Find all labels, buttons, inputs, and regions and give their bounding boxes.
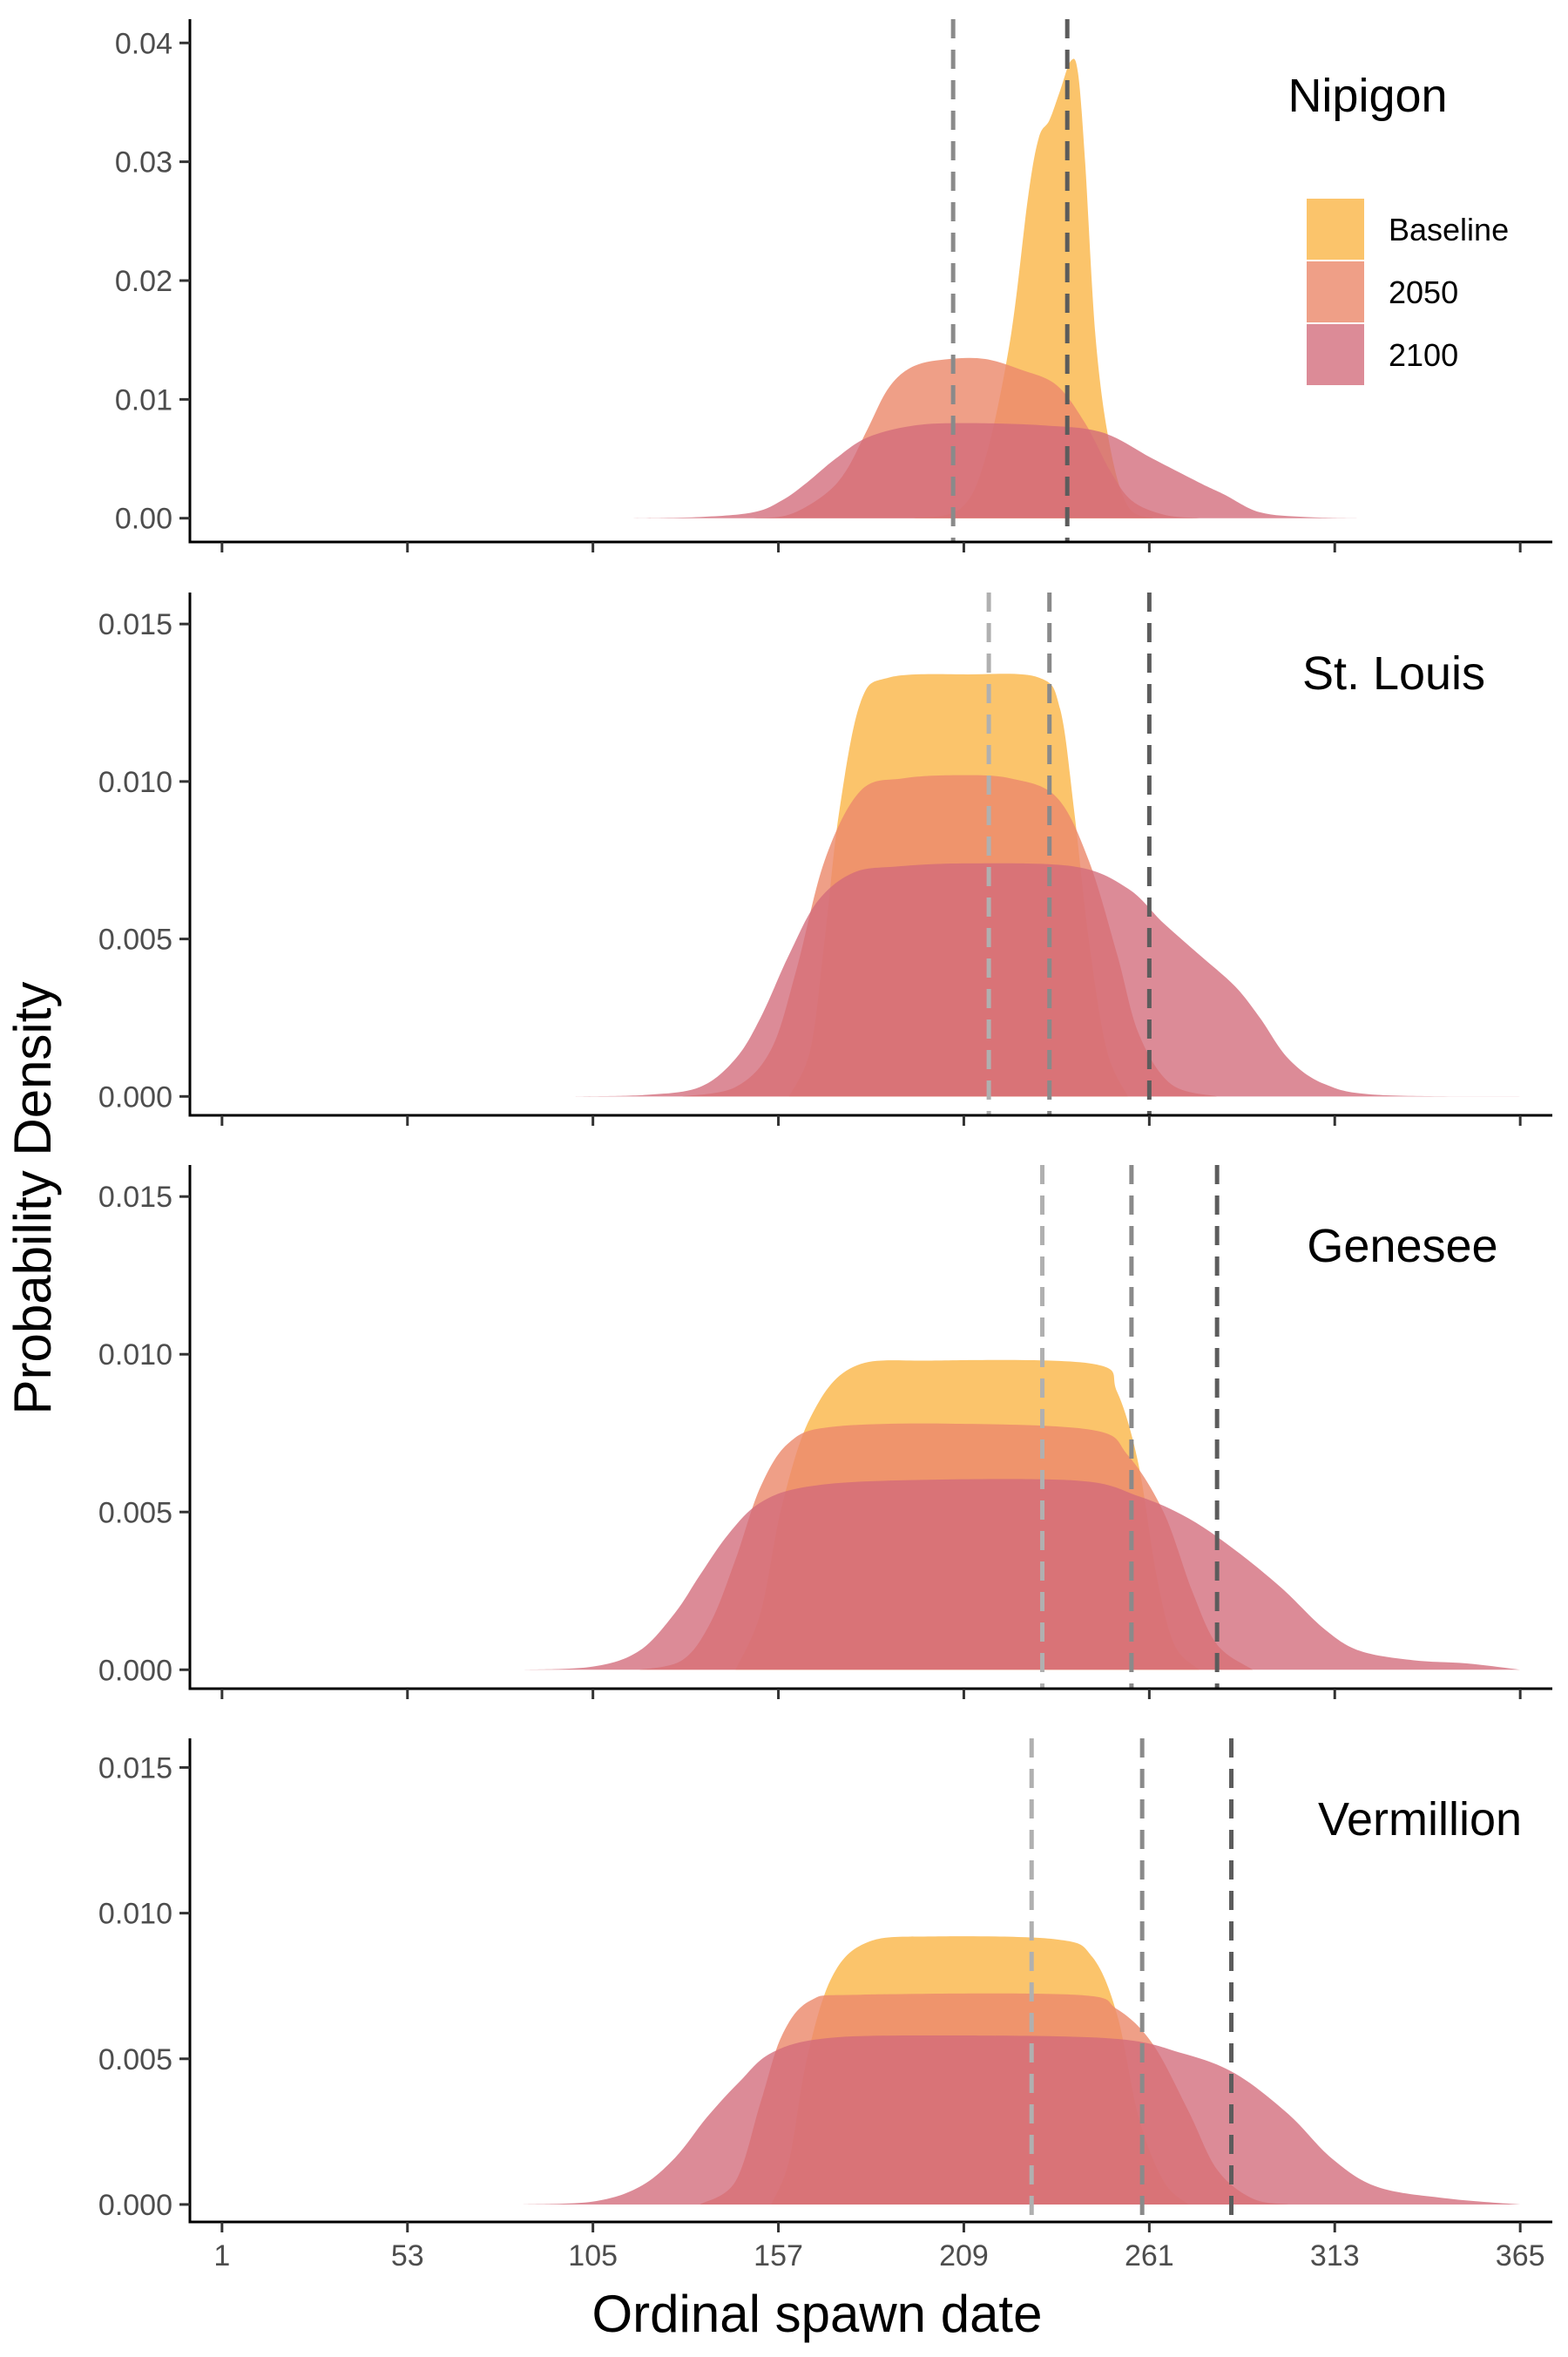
y-tick-label: 0.010 [98, 1338, 172, 1372]
legend-label: Baseline [1389, 212, 1509, 247]
x-tick-label: 157 [754, 2239, 803, 2272]
y-tick-label: 0.005 [98, 924, 172, 957]
y-tick-label: 0.04 [115, 27, 172, 60]
density-area-2100 [575, 863, 1521, 1097]
panel-nipigon: 0.00 0.01 0.02 0.03 0.04 Nipigon Baseline 2050 2… [115, 19, 1552, 552]
x-tick-label: 261 [1125, 2239, 1174, 2272]
x-tick-label: 365 [1496, 2239, 1545, 2272]
x-tick-label: 313 [1310, 2239, 1360, 2272]
density-area-baseline [914, 58, 1153, 518]
panel-title: Nipigon [1288, 70, 1447, 122]
panel-vermillion: 0.000 0.005 0.010 0.015 1 53 105 157 209 261 313 36… [98, 1738, 1552, 2272]
y-tick-label: 0.000 [98, 2189, 172, 2222]
x-tick-label: 209 [939, 2239, 989, 2272]
y-tick-label: 0.000 [98, 1654, 172, 1687]
panel-title: St. Louis [1302, 647, 1485, 700]
x-tick-label: 105 [568, 2239, 618, 2272]
panel-st-louis: 0.000 0.005 0.010 0.015 St. Louis [98, 593, 1552, 1126]
x-tick-label: 1 [213, 2239, 230, 2272]
y-tick-label: 0.01 [115, 383, 172, 417]
legend-key-2050 [1307, 261, 1364, 322]
density-area-2100 [521, 1479, 1521, 1670]
y-tick-label: 0.005 [98, 2043, 172, 2076]
legend-key-2100 [1307, 324, 1364, 385]
x-tick-label: 53 [391, 2239, 424, 2272]
y-axis-title: Probability Density [3, 982, 62, 1415]
legend: Baseline 2050 2100 [1307, 199, 1509, 385]
density-area-2100 [628, 423, 1360, 518]
y-tick-label: 0.010 [98, 766, 172, 799]
y-tick-label: 0.010 [98, 1898, 172, 1931]
x-axis-title: Ordinal spawn date [592, 2285, 1043, 2343]
panels-layer: 0.00 0.01 0.02 0.03 0.04 Nipigon Baseline 2050 2… [98, 19, 1552, 2272]
y-tick-label: 0.015 [98, 608, 172, 641]
legend-key-baseline [1307, 199, 1364, 260]
panel-genesee: 0.000 0.005 0.010 0.015 Genesee [98, 1165, 1552, 1699]
legend-label: 2100 [1389, 337, 1458, 373]
y-tick-label: 0.005 [98, 1496, 172, 1529]
panel-title: Vermillion [1318, 1793, 1522, 1846]
y-tick-label: 0.02 [115, 265, 172, 298]
legend-label: 2050 [1389, 274, 1458, 310]
y-tick-label: 0.015 [98, 1751, 172, 1785]
y-tick-label: 0.03 [115, 146, 172, 179]
panel-title: Genesee [1307, 1220, 1497, 1272]
y-tick-label: 0.00 [115, 503, 172, 536]
y-tick-label: 0.000 [98, 1080, 172, 1114]
density-area-2100 [521, 2035, 1521, 2205]
y-tick-label: 0.015 [98, 1181, 172, 1214]
